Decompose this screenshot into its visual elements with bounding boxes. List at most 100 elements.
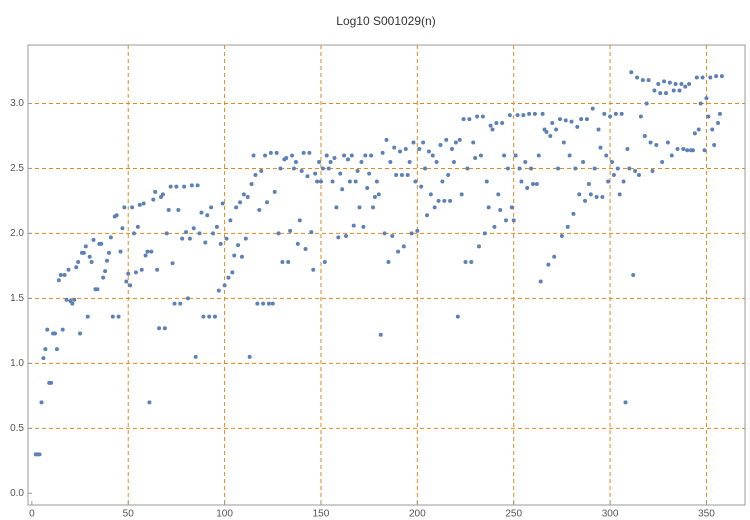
point (687, 81, 692, 86)
point (95, 287, 100, 292)
point (251, 153, 256, 158)
point (384, 137, 389, 142)
point (193, 354, 198, 359)
point (187, 236, 192, 241)
point (413, 179, 418, 184)
point (344, 234, 349, 239)
point (490, 127, 495, 132)
point (176, 208, 181, 213)
point (417, 146, 422, 151)
point (600, 195, 605, 200)
x-tick-label: 50 (123, 509, 135, 520)
point (284, 156, 289, 161)
point (295, 241, 300, 246)
point (505, 166, 510, 171)
point (166, 208, 171, 213)
point (291, 166, 296, 171)
point (288, 228, 293, 233)
point (719, 74, 724, 79)
point (513, 153, 518, 158)
point (486, 205, 491, 210)
point (621, 179, 626, 184)
point (178, 301, 183, 306)
point (450, 146, 455, 151)
point (305, 174, 310, 179)
x-tick-label: 0 (29, 509, 35, 520)
point (39, 400, 44, 405)
point (573, 166, 578, 171)
point (598, 145, 603, 150)
point (336, 235, 341, 240)
point (500, 120, 505, 125)
y-tick-label: 0.0 (10, 488, 24, 499)
y-tick-label: 1.5 (10, 293, 24, 304)
point (540, 111, 545, 116)
point (536, 153, 541, 158)
point (712, 143, 717, 148)
point (646, 78, 651, 83)
point (611, 172, 616, 177)
point (239, 254, 244, 259)
point (103, 269, 108, 274)
point (675, 146, 680, 151)
point (407, 159, 412, 164)
point (263, 153, 268, 158)
point (561, 140, 566, 145)
point (218, 241, 223, 246)
point (396, 249, 401, 254)
point (230, 270, 235, 275)
point (469, 260, 474, 265)
point (642, 133, 647, 138)
point (704, 96, 709, 101)
point (299, 169, 304, 174)
point (696, 127, 701, 132)
point (367, 171, 372, 176)
point (538, 279, 543, 284)
point (185, 296, 190, 301)
point (222, 283, 227, 288)
point (673, 81, 678, 86)
point (52, 331, 57, 336)
point (665, 140, 670, 145)
point (201, 314, 206, 319)
point (243, 236, 248, 241)
point (552, 254, 557, 259)
point (671, 88, 676, 93)
y-tick-label: 1.0 (10, 358, 24, 369)
point (280, 260, 285, 265)
point (423, 166, 428, 171)
point (318, 179, 323, 184)
point (72, 297, 77, 302)
point (241, 192, 246, 197)
point (496, 192, 501, 197)
point (615, 166, 620, 171)
point (650, 169, 655, 174)
point (236, 243, 241, 248)
x-tick-label: 150 (313, 509, 330, 520)
point (382, 231, 387, 236)
point (415, 228, 420, 233)
point (640, 78, 645, 83)
point (588, 192, 593, 197)
point (56, 278, 61, 283)
point (345, 157, 350, 162)
point (349, 153, 354, 158)
point (255, 301, 260, 306)
y-tick-label: 0.5 (10, 423, 24, 434)
point (347, 179, 352, 184)
point (139, 267, 144, 272)
point (338, 171, 343, 176)
point (184, 230, 189, 235)
point (594, 195, 599, 200)
point (482, 231, 487, 236)
point (85, 314, 90, 319)
point (274, 150, 279, 155)
point (390, 234, 395, 239)
point (265, 200, 269, 205)
point (426, 149, 431, 154)
point (461, 117, 466, 122)
point (717, 111, 722, 116)
point (133, 270, 138, 275)
point (648, 140, 653, 145)
